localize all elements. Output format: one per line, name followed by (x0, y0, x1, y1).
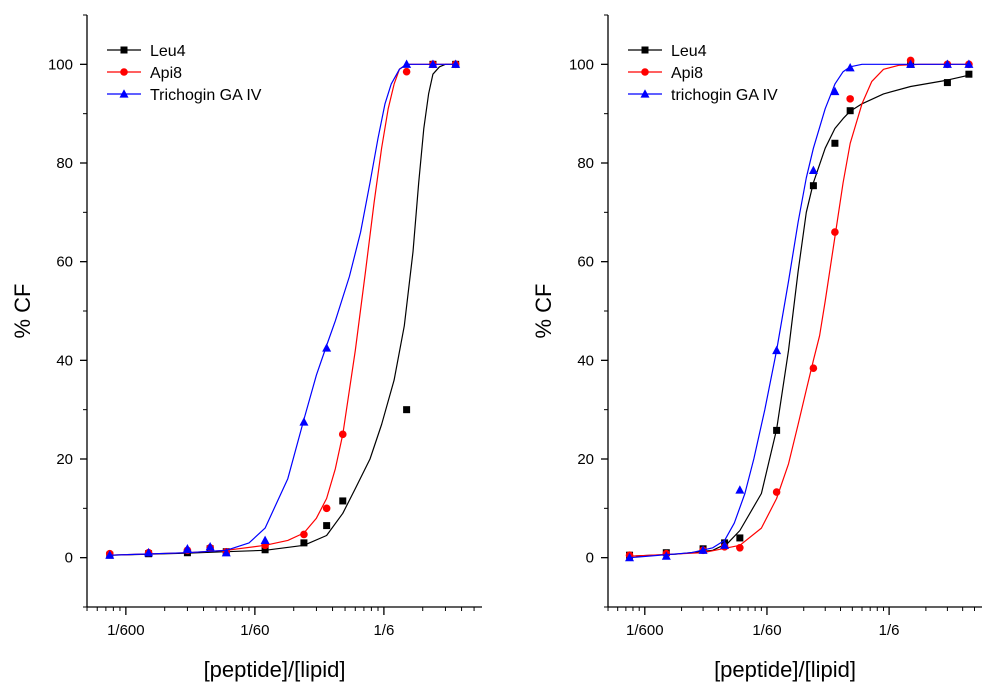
x-tick-label: 1/6 (373, 622, 394, 639)
marker-circle (641, 68, 649, 76)
marker-triangle (260, 535, 270, 544)
x-axis-title: [peptide]/[lipid] (714, 657, 856, 682)
marker-triangle (428, 59, 438, 68)
marker-triangle (661, 551, 671, 560)
x-tick-label: 1/6 (879, 622, 900, 639)
fit-curve-triangle (109, 63, 456, 556)
marker-square (300, 539, 308, 547)
marker-triangle (830, 86, 840, 96)
marker-square (809, 182, 817, 190)
y-tick-label: 0 (586, 550, 594, 567)
marker-square (831, 139, 839, 147)
y-tick-label: 20 (577, 451, 594, 468)
legend-label: Api8 (150, 65, 182, 82)
fit-curve-circle (109, 63, 456, 556)
marker-triangle (451, 59, 461, 68)
y-tick-label: 0 (65, 550, 73, 567)
marker-square (641, 46, 649, 54)
y-tick-label: 60 (56, 254, 73, 271)
chart-right: 0 20 40 60 80 100 1/600 1/60 1/6 [peptide]/[lipid… (531, 14, 982, 682)
marker-triangle (205, 542, 215, 551)
marker-square (965, 70, 973, 78)
marker-circle (809, 364, 818, 373)
legend-label: Api8 (671, 65, 703, 82)
x-tick-label: 1/60 (752, 622, 781, 639)
x-tick-label: 1/600 (107, 622, 145, 639)
marker-square (846, 107, 854, 115)
marker-square (943, 79, 951, 87)
fit-curve-triangle (629, 63, 969, 559)
marker-square (773, 426, 781, 434)
marker-square (736, 534, 744, 542)
marker-circle (846, 95, 854, 103)
marker-triangle (182, 543, 192, 553)
legend-label: Leu4 (150, 43, 186, 60)
fit-curve-square (629, 74, 970, 557)
marker-circle (322, 504, 331, 513)
marker-circle (736, 544, 744, 552)
y-tick-label: 40 (577, 352, 594, 369)
y-tick-label: 40 (56, 352, 73, 369)
marker-triangle (299, 417, 309, 426)
y-axis-title: % CF (531, 284, 556, 339)
y-tick-label: 60 (577, 254, 594, 271)
marker-circle (402, 67, 411, 76)
marker-triangle (625, 552, 635, 562)
marker-triangle (322, 343, 332, 352)
marker-triangle (640, 89, 650, 98)
y-tick-label: 80 (56, 155, 73, 172)
marker-triangle (964, 59, 974, 68)
marker-square (339, 497, 347, 505)
marker-square (323, 522, 331, 530)
legend-label: Trichogin GA IV (150, 87, 262, 104)
marker-triangle (144, 547, 154, 557)
chart-left: 0 20 40 60 80 100 1/600 1/60 1/6 [peptide]/[lipid… (10, 14, 482, 682)
marker-triangle (772, 345, 782, 355)
marker-triangle (402, 59, 412, 68)
marker-circle (772, 488, 781, 496)
x-tick-label: 1/60 (240, 622, 269, 639)
y-tick-label: 100 (48, 56, 73, 73)
fit-curve-square (109, 63, 456, 556)
y-axis-title: % CF (10, 284, 35, 339)
x-axis-title: [peptide]/[lipid] (204, 657, 346, 682)
y-tick-label: 100 (569, 56, 594, 73)
fit-curve-circle (629, 63, 969, 557)
marker-triangle (942, 59, 952, 68)
marker-triangle (221, 547, 231, 557)
x-tick-label: 1/600 (626, 622, 664, 639)
marker-triangle (698, 545, 708, 554)
marker-square (120, 46, 128, 54)
marker-triangle (906, 59, 916, 68)
y-tick-label: 20 (56, 451, 73, 468)
marker-square (403, 406, 411, 414)
marker-circle (831, 228, 839, 236)
marker-triangle (808, 165, 818, 174)
marker-square (261, 546, 269, 554)
marker-circle (300, 530, 308, 539)
marker-triangle (845, 62, 855, 72)
marker-triangle (735, 485, 745, 494)
marker-triangle (119, 89, 129, 98)
legend-label: trichogin GA IV (671, 87, 778, 104)
marker-circle (338, 430, 347, 439)
marker-triangle (105, 550, 115, 559)
legend-label: Leu4 (671, 43, 707, 60)
marker-triangle (720, 540, 730, 549)
marker-circle (120, 68, 128, 76)
y-tick-label: 80 (577, 155, 594, 172)
